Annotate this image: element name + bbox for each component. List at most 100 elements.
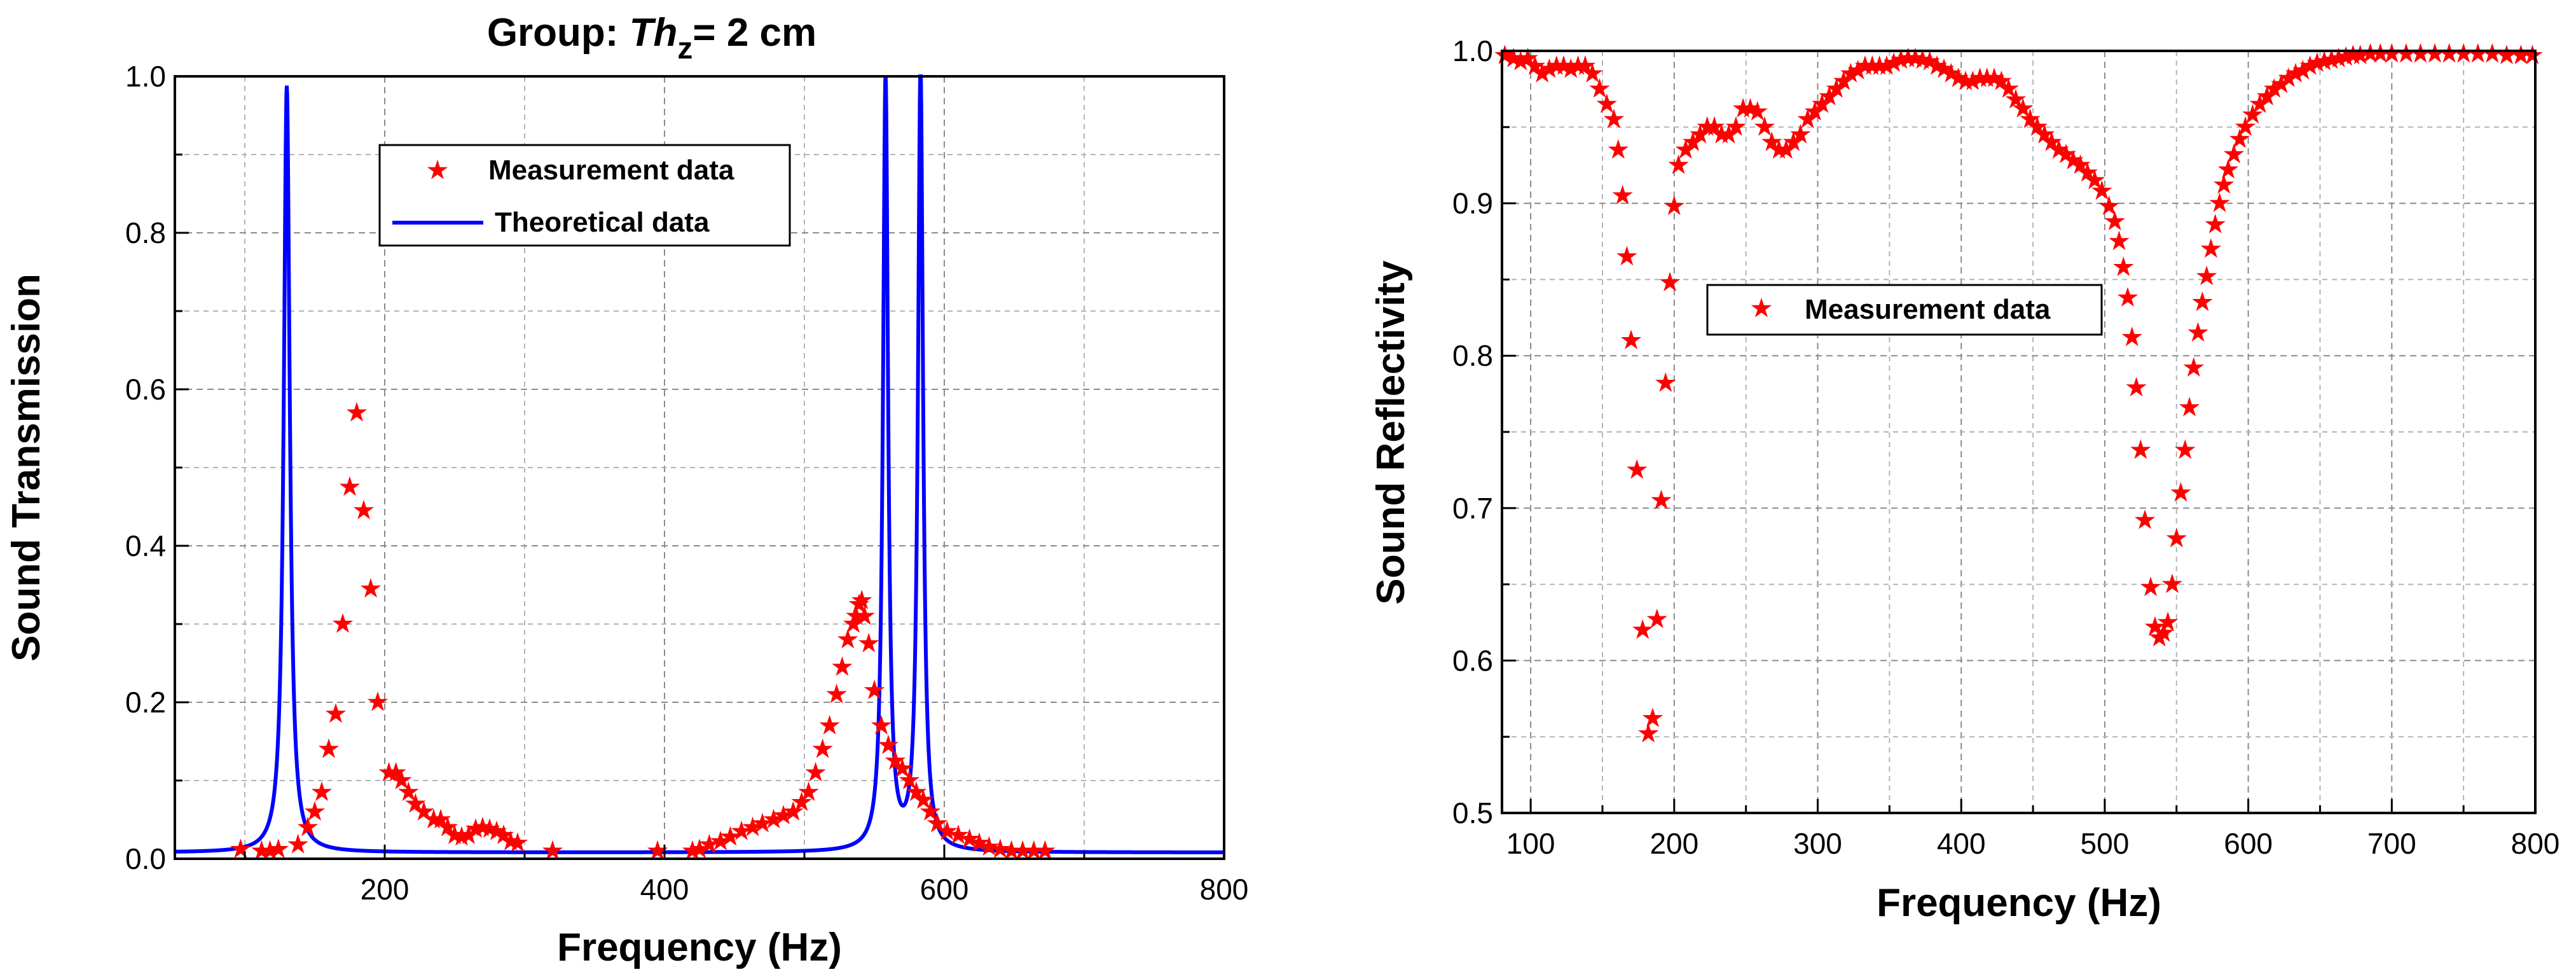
- x-tick-label: 700: [2367, 827, 2416, 860]
- x-tick-label: 200: [361, 873, 410, 906]
- reflectivity-point: [2158, 611, 2179, 632]
- reflectivity-point: [2179, 396, 2200, 417]
- legend-label-measurement: Measurement data: [488, 155, 734, 186]
- left-x-axis-title: Frequency (Hz): [557, 926, 842, 969]
- reflectivity-point: [2140, 576, 2161, 597]
- x-tick-label: 200: [1650, 827, 1698, 860]
- reflectivity-point: [2439, 43, 2460, 63]
- measurement-point: [360, 578, 382, 598]
- reflectivity-point: [2395, 43, 2417, 63]
- reflectivity-point: [2192, 291, 2213, 312]
- right-axis-ticks: 100 200 300 400 500 600 700 800 0.5 0.6 0.7 0.8 0.9 1…: [1452, 34, 2559, 860]
- measurement-point: [819, 714, 840, 735]
- measurement-point: [826, 683, 847, 704]
- right-measurement-series: [1494, 43, 2543, 743]
- reflectivity-point: [1620, 330, 1642, 349]
- measurement-point: [339, 476, 361, 496]
- reflectivity-point: [2134, 510, 2156, 529]
- reflectivity-point: [2175, 439, 2196, 459]
- x-tick-label: 500: [2081, 827, 2130, 860]
- x-tick-label: 300: [1793, 827, 1842, 860]
- reflectivity-point: [2104, 211, 2125, 231]
- legend-label-measurement: Measurement data: [1805, 294, 2051, 325]
- x-tick-label: 800: [1200, 873, 1249, 906]
- y-tick-label: 0.4: [125, 529, 166, 562]
- measurement-point: [332, 613, 354, 633]
- left-y-axis-title: Sound Transmission: [4, 274, 48, 662]
- reflectivity-point: [1655, 372, 1676, 392]
- reflectivity-point: [2170, 482, 2191, 502]
- measurement-point: [832, 656, 853, 676]
- reflectivity-point: [1627, 459, 1648, 479]
- x-tick-label: 600: [2224, 827, 2273, 860]
- left-chart-title: Group: Thz= 2 cm: [487, 11, 816, 66]
- measurement-point: [325, 703, 347, 723]
- measurement-point: [542, 840, 563, 860]
- left-legend: Measurement data Theoretical data: [378, 144, 791, 247]
- y-tick-label: 1.0: [125, 60, 166, 93]
- measurement-point: [805, 761, 826, 782]
- reflectivity-point: [2113, 256, 2134, 276]
- reflectivity-point: [2209, 192, 2230, 212]
- y-tick-label: 0.9: [1452, 187, 1493, 220]
- x-tick-label: 400: [640, 873, 689, 906]
- reflectivity-point: [2467, 43, 2488, 63]
- measurement-point: [346, 401, 368, 422]
- reflectivity-point: [1642, 707, 1663, 728]
- reflectivity-point: [2214, 174, 2235, 194]
- x-tick-label: 400: [1937, 827, 1986, 860]
- reflectivity-point: [2424, 43, 2446, 63]
- reflectivity-point: [2117, 287, 2139, 307]
- y-tick-label: 0.8: [125, 216, 166, 249]
- reflectivity-point: [2196, 265, 2217, 286]
- right-chart: 100 200 300 400 500 600 700 800 0.5 0.6 0.7 0.8 0.9 1…: [1369, 34, 2559, 925]
- legend-label-theoretical: Theoretical data: [495, 207, 710, 238]
- y-tick-label: 0.2: [125, 686, 166, 719]
- right-y-axis-title: Sound Reflectivity: [1369, 260, 1413, 604]
- reflectivity-point: [1651, 489, 1672, 510]
- reflectivity-point: [2183, 357, 2204, 377]
- y-tick-label: 1.0: [1452, 34, 1493, 67]
- reflectivity-point: [1638, 723, 1659, 743]
- x-tick-label: 800: [2511, 827, 2560, 860]
- y-tick-label: 0.6: [125, 373, 166, 406]
- reflectivity-point: [1663, 195, 1684, 216]
- reflectivity-point: [2109, 230, 2130, 251]
- left-legend-box: [378, 144, 791, 247]
- reflectivity-point: [2410, 43, 2431, 63]
- left-chart: Group: Thz= 2 cm 200 400 600 800 0.0 0.2 0.4 0.…: [4, 11, 1248, 969]
- reflectivity-point: [2161, 573, 2183, 594]
- measurement-point: [311, 781, 333, 802]
- y-tick-label: 0.6: [1452, 644, 1493, 677]
- measurement-point: [353, 499, 375, 520]
- measurement-point: [812, 738, 833, 758]
- reflectivity-point: [2121, 326, 2142, 347]
- reflectivity-point: [1668, 154, 1689, 174]
- y-tick-label: 0.5: [1452, 796, 1493, 830]
- y-tick-label: 0.0: [125, 842, 166, 875]
- reflectivity-point: [1646, 608, 1667, 628]
- reflectivity-point: [1616, 246, 1637, 266]
- measurement-point: [858, 632, 879, 653]
- reflectivity-point: [2200, 238, 2222, 258]
- right-legend-box: [1706, 284, 2103, 336]
- x-tick-label: 100: [1506, 827, 1555, 860]
- reflectivity-point: [1608, 139, 1629, 159]
- measurement-point: [864, 679, 885, 700]
- reflectivity-point: [1632, 619, 1653, 639]
- right-legend: Measurement data: [1706, 284, 2103, 336]
- y-tick-label: 0.8: [1452, 339, 1493, 372]
- reflectivity-point: [2166, 527, 2187, 548]
- reflectivity-point: [2130, 439, 2151, 459]
- left-axis-ticks: 200 400 600 800 0.0 0.2 0.4 0.6 0.8 1.0: [125, 60, 1248, 906]
- reflectivity-point: [2187, 322, 2208, 342]
- reflectivity-point: [1659, 272, 1681, 291]
- x-tick-label: 600: [920, 873, 969, 906]
- reflectivity-point: [2126, 377, 2147, 397]
- left-gridlines: [175, 76, 1224, 859]
- reflectivity-point: [2496, 45, 2517, 64]
- right-x-axis-title: Frequency (Hz): [1877, 881, 2161, 925]
- right-gridlines: [1502, 51, 2535, 813]
- reflectivity-point: [2098, 195, 2119, 216]
